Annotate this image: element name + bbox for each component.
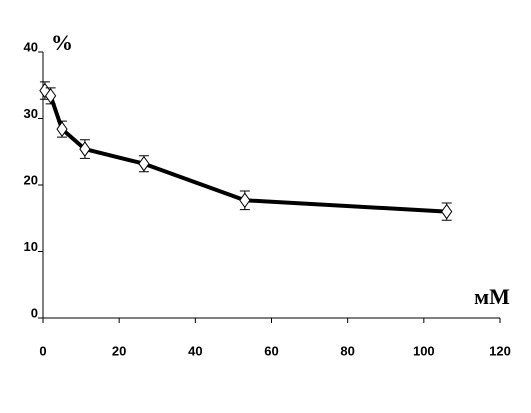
data-line [43, 89, 447, 214]
y-tick-label: 20 [24, 172, 38, 187]
x-tick-label: 20 [112, 343, 126, 358]
marker [45, 88, 57, 104]
marker [56, 121, 68, 138]
x-tick-label: 80 [340, 343, 354, 358]
y-tick-label: 40 [24, 39, 38, 54]
marker [441, 203, 453, 220]
y-tick-label: 0 [31, 305, 38, 320]
x-axis-title: мМ [474, 284, 510, 309]
x-tick-label: 120 [489, 343, 511, 358]
x-tick-label: 40 [188, 343, 202, 358]
x-tick-label: 0 [39, 343, 46, 358]
y-axis-title: % [51, 30, 73, 55]
marker [138, 155, 150, 172]
x-tick-label: 100 [413, 343, 435, 358]
marker [79, 141, 91, 157]
y-tick-label: 10 [24, 239, 38, 254]
y-tick-label: 30 [24, 106, 38, 121]
marker [239, 192, 251, 209]
x-tick-label: 60 [264, 343, 278, 358]
